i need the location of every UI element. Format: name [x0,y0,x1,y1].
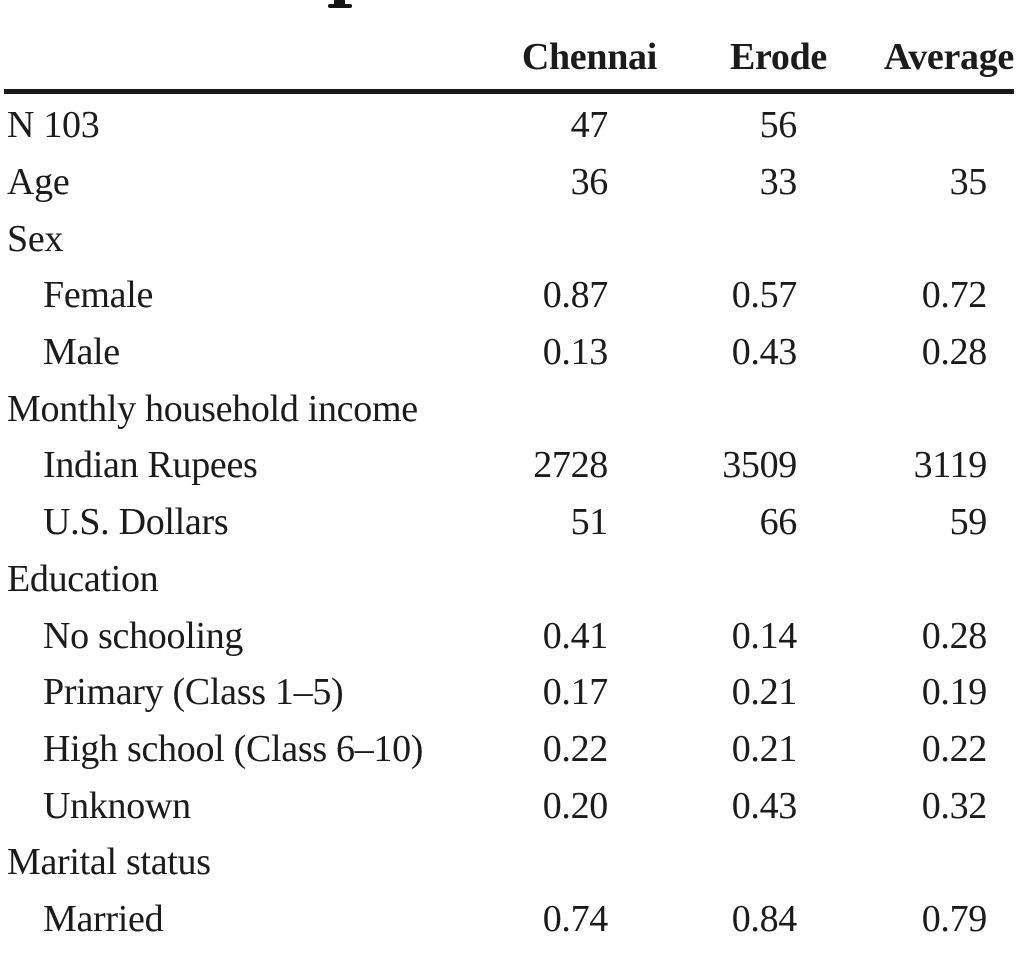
row-label: U.S. Dollars [43,501,229,544]
table-row: Primary (Class 1–5) 0.17 0.21 0.19 [4,661,1014,718]
average-value: 0.79 [921,897,988,940]
erode-value [660,548,835,605]
chennai-value: 0.87 [542,274,609,317]
chennai-value: 0.74 [542,897,609,940]
erode-value [660,831,835,888]
chennai-value: 36 [570,161,609,204]
chennai-value: 0.41 [542,614,609,657]
average-value: 0.22 [921,727,988,770]
cropped-glyph-stem [334,0,345,6]
erode-value: 0.14 [731,614,798,657]
sample-characteristics-table: Chennai Erode Average N 103 47 56 Age 36… [4,17,1014,957]
erode-value: 56 [759,104,798,147]
chennai-value: 51 [570,501,609,544]
row-label: Marital status [7,841,211,884]
row-label: Monthly household income [7,387,418,430]
chennai-value: 0.09 [458,944,660,957]
chennai-value [458,548,660,605]
erode-value: 3509 [722,444,797,487]
row-label: Male [43,331,120,374]
chennai-value: 0.17 [542,671,609,714]
average-value [835,92,1014,151]
erode-value: 0.09 [660,944,835,957]
average-value: 0.28 [921,331,988,374]
average-value [835,831,1014,888]
table-row: Marital status [4,831,1014,888]
row-label: Education [7,557,159,600]
erode-value: 0.43 [731,331,798,374]
average-value: 0.72 [921,274,988,317]
average-value [835,377,1014,434]
table-row: Age 36 33 35 [4,151,1014,208]
row-label: Unknown [43,784,191,827]
erode-value: 0.21 [731,727,798,770]
column-header-chennai: Chennai [458,17,660,94]
average-value: 0.19 [921,671,988,714]
row-label: Married [43,897,164,940]
average-value: 59 [949,501,988,544]
chennai-value: 2728 [533,444,608,487]
column-header-blank [4,17,458,94]
row-label: No schooling [43,614,244,657]
chennai-value: 0.22 [542,727,609,770]
erode-value: 66 [759,501,798,544]
table-row: No schooling 0.41 0.14 0.28 [4,604,1014,661]
average-value [835,207,1014,264]
row-label: Sex [7,217,64,260]
row-label: Indian Rupees [43,444,258,487]
average-value: 3119 [913,444,988,487]
average-value: 0.09 [835,944,1014,957]
average-value: 35 [949,161,988,204]
row-label: N 103 [7,104,100,147]
erode-value [660,207,835,264]
erode-value [660,377,835,434]
header-row: Chennai Erode Average [4,17,1014,94]
column-header-erode: Erode [660,17,835,94]
chennai-value [458,207,660,264]
average-value: 0.32 [921,784,988,827]
erode-value: 33 [759,161,798,204]
column-header-average: Average [835,17,1014,94]
cropped-glyph-serif [328,4,352,8]
erode-value: 0.57 [731,274,798,317]
erode-value: 0.84 [731,897,798,940]
erode-value: 0.21 [731,671,798,714]
row-label: High school (Class 6–10) [43,727,424,770]
row-label: Age [7,161,70,204]
table-row: Male 0.13 0.43 0.28 [4,321,1014,378]
row-label: Single [4,944,458,957]
chennai-value: 0.20 [542,784,609,827]
average-value [835,548,1014,605]
table-row: Single 0.09 0.09 0.09 [4,944,1014,957]
table-row: Indian Rupees 2728 3509 3119 [4,434,1014,491]
chennai-value [458,377,660,434]
table-body: N 103 47 56 Age 36 33 35 Sex Female 0.87… [4,92,1014,957]
chennai-value [458,831,660,888]
erode-value: 0.43 [731,784,798,827]
table-row: N 103 47 56 [4,92,1014,151]
table-row: High school (Class 6–10) 0.22 0.21 0.22 [4,718,1014,775]
table-row: Female 0.87 0.57 0.72 [4,264,1014,321]
table-row: Sex [4,207,1014,264]
table-row: Education [4,548,1014,605]
table-header: Chennai Erode Average [4,17,1014,94]
chennai-value: 0.13 [542,331,609,374]
row-label: Primary (Class 1–5) [43,671,344,714]
chennai-value: 47 [570,104,609,147]
table-row: Monthly household income [4,377,1014,434]
table-row: Married 0.74 0.84 0.79 [4,888,1014,945]
table-row: U.S. Dollars 51 66 59 [4,491,1014,548]
table-row: Unknown 0.20 0.43 0.32 [4,774,1014,831]
average-value: 0.28 [921,614,988,657]
row-label: Female [43,274,154,317]
